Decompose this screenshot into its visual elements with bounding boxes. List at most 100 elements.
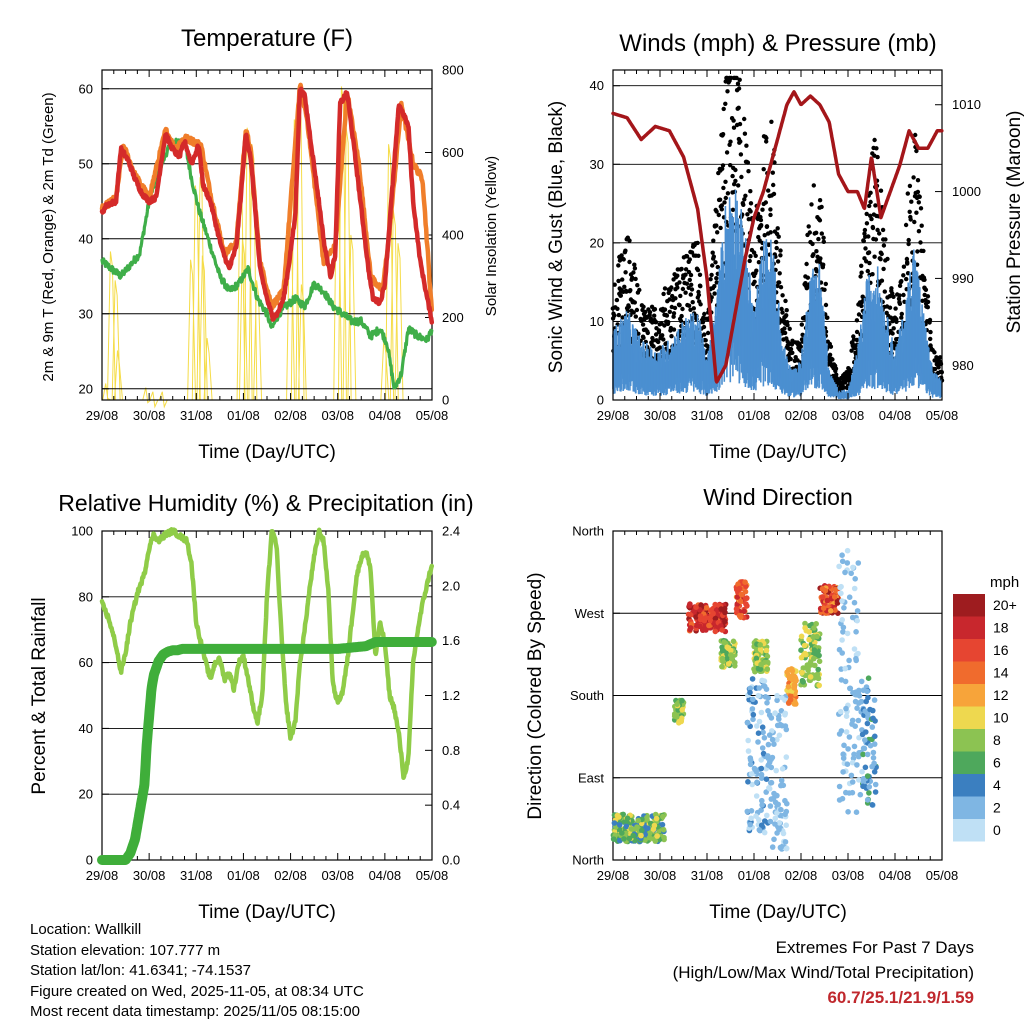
gust-point (715, 264, 720, 270)
gust-point (906, 237, 911, 243)
gust-point (862, 227, 868, 233)
direction-point (864, 797, 871, 803)
direction-point (611, 836, 617, 842)
direction-point (693, 622, 700, 629)
x-tick-label: 05/08 (926, 868, 959, 883)
direction-point (679, 697, 685, 704)
x-tick-label: 31/08 (691, 408, 724, 423)
colorbar-swatch (953, 639, 985, 662)
direction-point (844, 761, 851, 767)
x-tick-label: 30/08 (644, 408, 677, 423)
direction-point (852, 698, 859, 705)
gust-point (695, 267, 701, 273)
direction-point (778, 806, 784, 813)
gust-point (641, 335, 646, 340)
gust-point (788, 356, 793, 362)
y-tick-label: West (575, 606, 605, 621)
direction-point (783, 754, 790, 760)
gust-point (683, 267, 689, 272)
y-tick-label: 60 (79, 655, 93, 670)
gust-point (634, 307, 640, 313)
direction-point (813, 621, 819, 627)
gust-point (721, 106, 726, 112)
gust-point (780, 310, 785, 315)
y-tick-label: 20 (79, 787, 93, 802)
direction-point (782, 797, 788, 804)
gust-point (807, 230, 812, 235)
gust-point (784, 308, 789, 313)
direction-point (864, 720, 871, 727)
colorbar-unit-label: mph (990, 574, 1019, 591)
gust-point (736, 105, 741, 111)
winds-y-axis-label: Sonic Wind & Gust (Blue, Black) (546, 101, 567, 373)
gust-point (833, 366, 839, 371)
gust-point (830, 357, 835, 362)
gust-point (828, 344, 834, 349)
direction-point (759, 802, 765, 808)
gust-point (671, 314, 676, 319)
x-tick-label: 02/08 (785, 408, 818, 423)
gust-point (666, 319, 671, 325)
gust-point (932, 366, 938, 372)
direction-point (798, 647, 804, 653)
total-rainfall-series (97, 637, 437, 865)
gust-point (614, 297, 620, 303)
gust-point (687, 277, 692, 283)
direction-point (774, 736, 780, 743)
x-tick-label: 31/08 (180, 408, 213, 423)
gust-point (732, 182, 737, 187)
direction-point (707, 617, 714, 624)
gust-point (810, 241, 815, 247)
gust-point (723, 179, 728, 184)
direction-point (816, 652, 822, 659)
gust-point (712, 291, 717, 296)
direction-point (765, 695, 771, 701)
direction-point (757, 666, 764, 672)
solar-spike (198, 255, 208, 401)
direction-point (859, 768, 865, 775)
gust-point (859, 303, 864, 309)
direction-point (787, 696, 794, 703)
gust-point (925, 305, 930, 310)
gust-point (701, 324, 707, 330)
gust-point (864, 211, 869, 217)
gust-point (683, 272, 688, 277)
direction-point (756, 685, 762, 691)
gust-point (909, 199, 914, 204)
direction-point (798, 633, 805, 640)
direction-point (774, 697, 780, 704)
direction-point (848, 570, 854, 577)
direction-point (837, 708, 844, 715)
gust-point (777, 271, 782, 276)
direction-point (774, 692, 780, 699)
gust-point (662, 286, 668, 291)
direction-point (766, 732, 773, 738)
y2-tick-label: 1010 (952, 97, 981, 112)
direction-point (849, 759, 856, 766)
gust-point (854, 337, 860, 343)
direction-point (799, 669, 805, 676)
y2-tick-label: 800 (442, 63, 464, 78)
solar-spike (149, 391, 159, 409)
direction-point (782, 811, 788, 818)
gust-point (683, 290, 688, 295)
direction-point (767, 803, 774, 809)
direction-point (872, 733, 878, 740)
direction-point (614, 812, 621, 819)
gust-point (814, 269, 819, 274)
direction-point (839, 795, 846, 802)
gust-point (730, 173, 735, 179)
humidity-y-axis-label: Percent & Total Rainfall (29, 597, 50, 794)
direction-point (851, 599, 858, 606)
gust-point (667, 297, 672, 302)
direction-point (660, 826, 667, 833)
gust-point (679, 313, 684, 319)
direction-point (799, 678, 806, 684)
gust-point (819, 231, 824, 236)
direction-point (840, 629, 846, 635)
direction-point (758, 757, 764, 763)
gust-point (716, 212, 721, 218)
gust-point (680, 306, 685, 312)
direction-point (839, 637, 845, 643)
